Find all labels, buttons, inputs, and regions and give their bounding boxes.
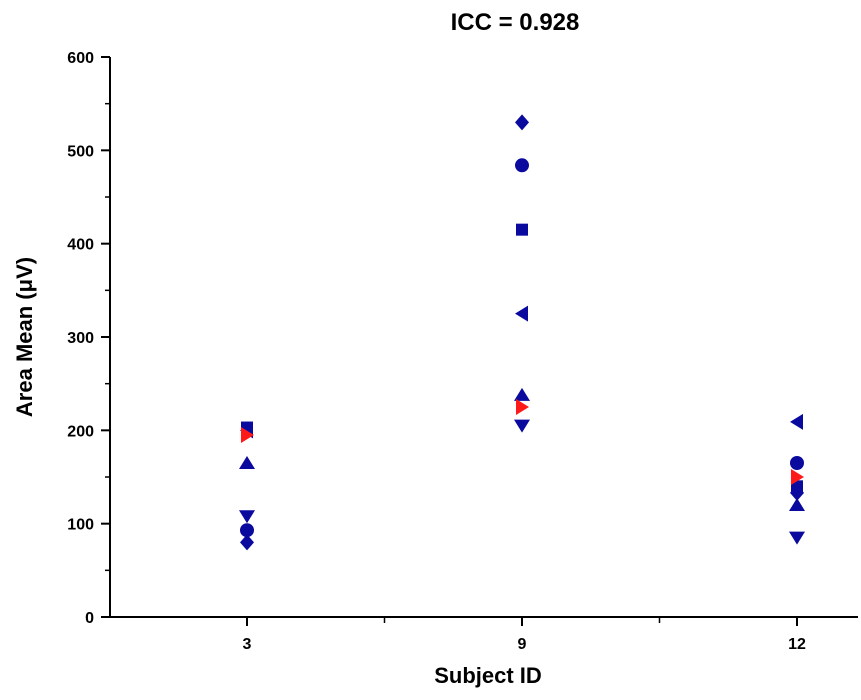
data-point-triangle-down <box>239 510 255 524</box>
y-tick-label: 600 <box>67 50 94 67</box>
data-point-square <box>516 223 528 236</box>
data-point-diamond <box>790 484 804 501</box>
data-point-triangle-up <box>789 498 805 511</box>
data-point-triangle-down <box>789 531 805 545</box>
x-tick-label: 3 <box>243 636 252 653</box>
data-point-circle <box>515 158 529 173</box>
y-tick-label: 300 <box>67 330 94 347</box>
y-tick-label: 0 <box>85 610 94 627</box>
data-point-diamond <box>515 114 529 131</box>
data-point-triangle-down <box>514 419 530 433</box>
data-point-triangle-left <box>790 413 803 430</box>
data-point-triangle-up <box>239 456 255 469</box>
data-point-triangle-left <box>515 305 528 322</box>
x-axis-title: Subject ID <box>434 663 542 688</box>
y-tick-label: 200 <box>67 423 94 440</box>
data-point-triangle-right <box>516 399 529 415</box>
data-point-triangle-up <box>514 387 530 401</box>
data-point-diamond <box>240 534 254 551</box>
data-point-circle <box>790 456 804 470</box>
x-tick-label: 12 <box>788 636 806 653</box>
y-tick-label: 100 <box>67 517 94 534</box>
ticks: 0 100 200 300 400 500 600 3 9 12 <box>67 50 806 653</box>
x-tick-label: 9 <box>518 636 527 653</box>
y-tick-label: 500 <box>67 143 94 160</box>
axes <box>109 57 858 618</box>
chart-title: ICC = 0.928 <box>451 9 580 36</box>
data-point-circle <box>240 523 254 538</box>
data-point-triangle-right <box>791 469 804 485</box>
data-points <box>239 114 805 551</box>
y-tick-label: 400 <box>67 237 94 254</box>
data-point-triangle-right <box>241 427 254 443</box>
y-axis-title: Area Mean (μV) <box>12 257 37 417</box>
